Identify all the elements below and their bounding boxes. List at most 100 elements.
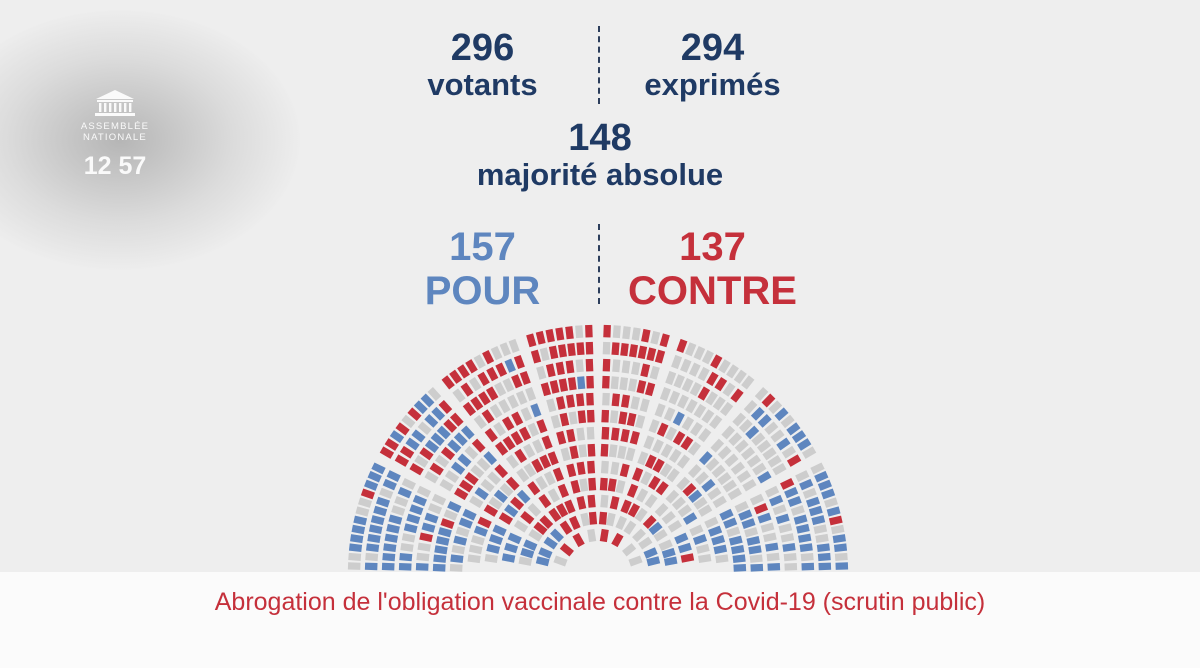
hemicycle-seat bbox=[457, 364, 470, 379]
hemicycle-seat bbox=[525, 387, 537, 402]
hemicycle-seat bbox=[621, 360, 631, 374]
hemicycle-seat bbox=[612, 325, 621, 339]
hemicycle-seat bbox=[719, 401, 734, 417]
hemicycle-seat bbox=[648, 419, 660, 434]
hemicycle-seat bbox=[784, 562, 798, 571]
hemicycle-seat bbox=[815, 533, 829, 543]
hemicycle-seat bbox=[610, 376, 619, 390]
hemicycle-seat bbox=[490, 345, 503, 361]
hemicycle-seat bbox=[811, 515, 826, 526]
hemicycle-seat bbox=[780, 533, 795, 543]
hemicycle-seat bbox=[494, 441, 509, 456]
hemicycle-seat bbox=[658, 539, 673, 551]
hemicycle-seat bbox=[501, 553, 516, 563]
hemicycle-seat bbox=[666, 468, 680, 483]
hemicycle-seat bbox=[672, 411, 685, 426]
hemicycle-seat bbox=[705, 457, 720, 472]
hemicycle-seat bbox=[814, 470, 829, 483]
hemicycle-seat bbox=[587, 494, 596, 508]
hemicycle-seat bbox=[619, 377, 629, 391]
hemicycle-seat bbox=[443, 509, 458, 521]
hemicycle-seat bbox=[384, 438, 399, 451]
hemicycle-seat bbox=[753, 503, 769, 515]
hemicycle-seat bbox=[665, 370, 677, 386]
hemicycle-seat bbox=[539, 347, 550, 362]
hemicycle-seat bbox=[397, 486, 412, 499]
hemicycle-seat bbox=[403, 523, 418, 534]
hemicycle-seat bbox=[605, 512, 616, 527]
hemicycle-seat bbox=[467, 554, 481, 564]
hemicycle-seat bbox=[682, 482, 697, 497]
hemicycle-seat bbox=[602, 358, 611, 372]
hemicycle-seat bbox=[746, 454, 762, 468]
hemicycle-seat bbox=[565, 360, 575, 374]
hemicycle-seat bbox=[723, 517, 738, 529]
hemicycle-seat bbox=[717, 471, 732, 486]
hemicycle-seat bbox=[704, 516, 719, 529]
hemicycle-seat bbox=[764, 485, 780, 498]
hemicycle-seat bbox=[782, 542, 796, 552]
hemicycle-seat bbox=[443, 418, 458, 433]
hemicycle-seat bbox=[528, 529, 543, 542]
hemicycle-seat bbox=[453, 432, 468, 447]
hemicycle-seat bbox=[698, 427, 712, 443]
hemicycle-seat bbox=[786, 422, 801, 436]
hemicycle-seat bbox=[615, 515, 628, 531]
hemicycle-seat bbox=[470, 535, 485, 546]
hemicycle-seat bbox=[693, 403, 707, 419]
hemicycle-seat bbox=[550, 414, 561, 429]
hemicycle-seat bbox=[416, 552, 430, 562]
hemicycle-seat bbox=[431, 493, 447, 506]
hemicycle-seat bbox=[644, 382, 656, 397]
hemicycle-seat bbox=[523, 443, 536, 458]
hemicycle-seat bbox=[473, 414, 487, 430]
hemicycle-seat bbox=[610, 461, 620, 475]
hemicycle-seat bbox=[495, 362, 508, 377]
hemicycle-seat bbox=[412, 494, 428, 507]
hemicycle-seat bbox=[417, 421, 432, 436]
hemicycle-seat bbox=[740, 446, 756, 461]
hemicycle-seat bbox=[531, 458, 544, 473]
hemicycle-seat bbox=[550, 528, 564, 543]
hemicycle-seat bbox=[764, 421, 779, 436]
hemicycle-seat bbox=[577, 410, 587, 424]
hemicycle-seat bbox=[474, 487, 489, 501]
hemicycle-seat bbox=[452, 388, 466, 403]
hemicycle-seat bbox=[661, 547, 676, 559]
hemicycle-seat bbox=[468, 544, 483, 555]
hemicycle-seat bbox=[486, 543, 501, 554]
hemicycle-seat bbox=[726, 526, 741, 538]
hemicycle-seat bbox=[449, 369, 463, 384]
vote-caption: Abrogation de l'obligation vaccinale con… bbox=[214, 588, 986, 616]
hemicycle-seat bbox=[499, 342, 511, 357]
hemicycle-seat bbox=[400, 542, 414, 552]
hemicycle-seat bbox=[576, 342, 585, 356]
hemicycle-seat bbox=[615, 479, 626, 494]
hemicycle-seat bbox=[752, 462, 767, 476]
clock: 12 57 bbox=[83, 152, 147, 180]
hemicycle-seat bbox=[701, 409, 715, 424]
hemicycle-seat bbox=[688, 489, 703, 503]
hemicycle-seat bbox=[793, 514, 808, 525]
hemicycle-seat bbox=[419, 447, 434, 461]
hemicycle-seat bbox=[375, 496, 391, 508]
hemicycle-seat bbox=[637, 451, 649, 466]
hemicycle-seat bbox=[555, 327, 565, 341]
hemicycle-seat bbox=[652, 439, 664, 454]
hemicycle-seat bbox=[732, 554, 746, 563]
hemicycle-seat bbox=[557, 483, 570, 498]
hemicycle-seat bbox=[409, 504, 424, 516]
hemicycle-seat bbox=[462, 508, 477, 521]
hemicycle-seat bbox=[733, 563, 747, 572]
hemicycle-seat bbox=[406, 513, 421, 525]
hemicycle-seat bbox=[535, 330, 546, 345]
hemicycle-seat bbox=[518, 426, 532, 441]
hemicycle-seat bbox=[813, 524, 828, 534]
hemicycle-seat bbox=[817, 552, 831, 562]
hemicycle-seat bbox=[608, 444, 618, 458]
hemicycle-seat bbox=[468, 376, 482, 392]
hemicycle-seat bbox=[394, 454, 410, 467]
hemicycle-seat bbox=[409, 462, 424, 476]
hemicycle-seat bbox=[383, 543, 397, 552]
